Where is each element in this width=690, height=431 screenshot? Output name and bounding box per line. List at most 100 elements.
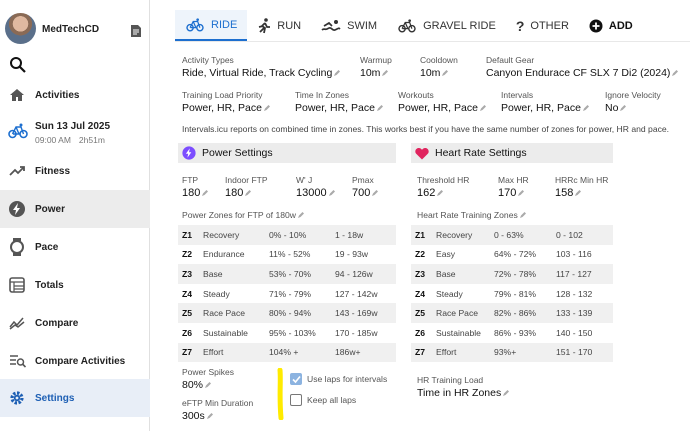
pencil-icon[interactable]	[442, 70, 449, 76]
pencil-icon[interactable]	[479, 105, 486, 111]
zone-name: Effort	[203, 347, 224, 358]
pencil-icon[interactable]	[503, 390, 510, 396]
pencil-icon[interactable]	[672, 70, 679, 76]
totals-icon	[8, 276, 26, 294]
tab-ride[interactable]: RIDE	[175, 10, 248, 41]
power-settings-header: Power Settings	[178, 143, 396, 163]
tab-run[interactable]: RUN	[247, 10, 311, 41]
zone-row: Z7 Effort 93%+ 151 - 170	[411, 342, 613, 363]
user-header[interactable]: MedTechCD	[4, 8, 146, 48]
pencil-icon[interactable]	[328, 190, 335, 196]
pencil-icon[interactable]	[382, 70, 389, 76]
zone-percent: 86% - 93%	[494, 327, 537, 338]
sidebar-item-power[interactable]: Power	[0, 190, 150, 228]
intervals-field[interactable]: Intervals Power, HR, Pace	[501, 90, 589, 114]
zone-value: 186w+	[335, 347, 361, 358]
avatar[interactable]	[5, 13, 36, 44]
ftp-field[interactable]: FTP 180	[182, 175, 209, 199]
hrrc-min-hr-field[interactable]: HRRc Min HR 158	[555, 175, 608, 199]
pencil-icon[interactable]	[582, 105, 589, 111]
activity-types-field[interactable]: Activity Types Ride, Virtual Ride, Track…	[182, 55, 341, 79]
pencil-icon[interactable]	[298, 212, 304, 218]
pencil-icon[interactable]	[202, 190, 209, 196]
power-spikes-field[interactable]: Power Spikes 80%	[182, 367, 234, 391]
indoor-ftp-field[interactable]: Indoor FTP 180	[225, 175, 268, 199]
pencil-icon[interactable]	[519, 212, 526, 218]
checkbox-checked[interactable]	[290, 373, 302, 385]
activity-date: Sun 13 Jul 2025	[35, 121, 111, 132]
pencil-icon[interactable]	[437, 190, 444, 196]
ignore-velocity-field[interactable]: Ignore Velocity No	[605, 90, 661, 114]
pencil-icon[interactable]	[206, 413, 213, 419]
gear-icon	[8, 389, 26, 407]
swim-icon	[321, 19, 341, 33]
sidebar-item-activities[interactable]: Activities	[0, 76, 150, 114]
warmup-field[interactable]: Warmup 10m	[360, 55, 392, 79]
cooldown-field[interactable]: Cooldown 10m	[420, 55, 458, 79]
field-label: Ignore Velocity	[605, 90, 661, 100]
zone-id: Z5	[182, 308, 193, 319]
field-value: No	[605, 102, 619, 114]
workouts-field[interactable]: Workouts Power, HR, Pace	[398, 90, 486, 114]
sidebar-item-totals[interactable]: Totals	[0, 266, 150, 304]
bike-icon	[185, 17, 205, 33]
tab-other[interactable]: ? OTHER	[506, 10, 579, 41]
tab-add[interactable]: ADD	[579, 10, 643, 41]
sidebar-item-pace[interactable]: Pace	[0, 228, 150, 266]
sidebar-item-label: Power	[35, 203, 66, 215]
zone-name: Race Pace	[203, 308, 246, 319]
keep-all-laps-checkbox[interactable]: Keep all laps	[290, 394, 356, 406]
tab-label: SWIM	[347, 19, 378, 32]
field-value: 10m	[360, 67, 381, 79]
username[interactable]: MedTechCD	[42, 24, 100, 35]
zone-percent: 104% +	[269, 347, 299, 358]
checkbox-unchecked[interactable]	[290, 394, 302, 406]
pencil-icon[interactable]	[376, 105, 383, 111]
pencil-icon[interactable]	[620, 105, 627, 111]
notes-icon[interactable]	[130, 24, 142, 38]
time-in-zones-field[interactable]: Time In Zones Power, HR, Pace	[295, 90, 383, 114]
zone-id: Z4	[415, 288, 426, 299]
wprime-field[interactable]: W' J 13000	[296, 175, 335, 199]
pmax-field[interactable]: Pmax 700	[352, 175, 379, 199]
sidebar-item-compare-activities[interactable]: Compare Activities	[0, 342, 150, 380]
zone-row: Z4 Steady 71% - 79% 127 - 142w	[178, 284, 396, 304]
pencil-icon[interactable]	[518, 190, 525, 196]
field-label: Training Load Priority	[182, 90, 263, 100]
pencil-icon[interactable]	[334, 70, 341, 76]
hr-zones-title[interactable]: Heart Rate Training Zones	[417, 210, 526, 220]
sidebar-item-settings[interactable]: Settings	[0, 379, 150, 417]
max-hr-field[interactable]: Max HR 170	[498, 175, 529, 199]
eftp-min-duration-field[interactable]: eFTP Min Duration 300s	[182, 398, 253, 422]
zone-percent: 82% - 86%	[494, 308, 537, 319]
power-zones-title[interactable]: Power Zones for FTP of 180w	[182, 210, 304, 220]
default-gear-field[interactable]: Default Gear Canyon Endurace CF SLX 7 Di…	[486, 55, 679, 79]
field-label: FTP	[182, 175, 199, 185]
sidebar-item-label: Compare Activities	[35, 355, 126, 367]
tab-gravel-ride[interactable]: GRAVEL RIDE	[387, 10, 506, 41]
search-icon[interactable]	[8, 55, 28, 75]
heart-rate-settings-header: Heart Rate Settings	[411, 143, 613, 163]
training-load-priority-field[interactable]: Training Load Priority Power, HR, Pace	[182, 90, 270, 114]
pencil-icon[interactable]	[245, 190, 252, 196]
bolt-icon	[182, 146, 196, 160]
hr-zones-table: Z1 Recovery 0 - 63% 0 - 102 Z2 Easy 64% - 72% 1…	[411, 225, 613, 363]
zone-percent: 0 - 63%	[494, 229, 524, 240]
hr-training-load-field[interactable]: HR Training Load Time in HR Zones	[417, 375, 510, 399]
pencil-icon[interactable]	[205, 382, 212, 388]
threshold-hr-field[interactable]: Threshold HR 162	[417, 175, 469, 199]
pencil-icon[interactable]	[575, 190, 582, 196]
pencil-icon[interactable]	[263, 105, 270, 111]
zone-value: 151 - 170	[556, 347, 593, 358]
use-laps-checkbox[interactable]: Use laps for intervals	[290, 373, 387, 385]
zone-id: Z3	[415, 268, 426, 279]
zone-percent: 0% - 10%	[269, 229, 307, 240]
field-label: HRRc Min HR	[555, 175, 609, 185]
sidebar-item-compare[interactable]: Compare	[0, 304, 150, 342]
tab-swim[interactable]: SWIM	[311, 10, 387, 41]
sidebar-item-fitness[interactable]: Fitness	[0, 152, 150, 190]
field-value: 158	[555, 187, 574, 199]
zone-id: Z5	[415, 308, 426, 319]
sidebar-item-recent-activity[interactable]: Sun 13 Jul 2025 09:00 AM 2h51m	[0, 114, 150, 154]
pencil-icon[interactable]	[372, 190, 379, 196]
